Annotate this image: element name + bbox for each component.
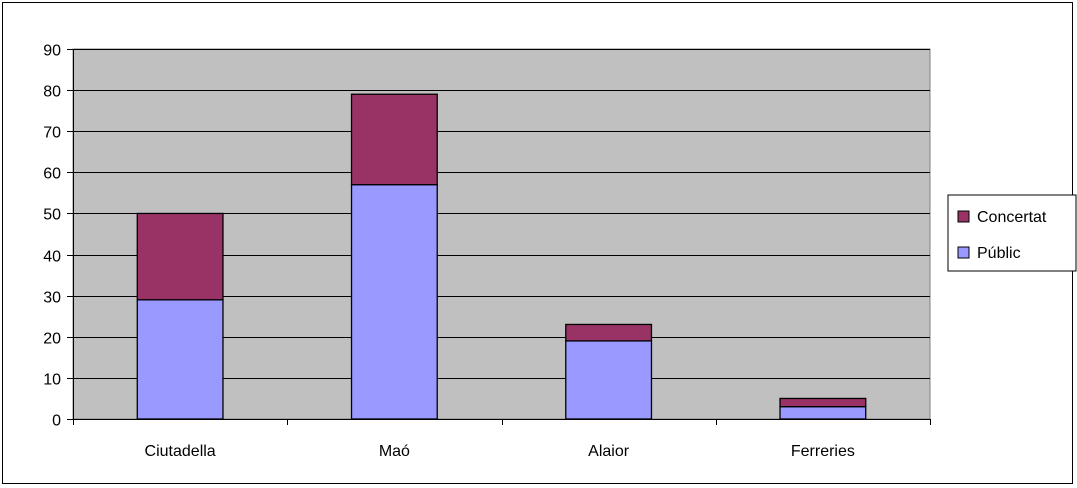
y-tick-label: 60 — [43, 166, 61, 183]
bar-concertat-ciutadella — [136, 212, 224, 301]
y-tick-label: 80 — [43, 84, 61, 101]
y-tick-label: 20 — [43, 331, 61, 348]
y-tick-label: 40 — [43, 249, 61, 266]
bar-concertat-ferreries — [779, 397, 867, 408]
legend: Concertat Públic — [947, 194, 1077, 272]
bar-pblic-ma — [350, 184, 438, 420]
x-tick-label: Alaior — [588, 443, 630, 460]
bars — [136, 93, 867, 420]
bar-pblic-alaior — [565, 340, 653, 420]
y-tick-label: 70 — [43, 125, 61, 142]
x-tick-label: Maó — [379, 443, 410, 460]
bar-concertat-alaior — [565, 323, 653, 342]
x-tick-label: Ferreries — [791, 443, 855, 460]
bar-pblic-ferreries — [779, 406, 867, 420]
legend-swatch — [957, 246, 970, 259]
y-tick-label: 10 — [43, 372, 61, 389]
legend-label: Públic — [977, 245, 1021, 262]
y-tick-label: 90 — [43, 43, 61, 60]
axes: 0 10 20 30 40 50 60 70 80 90 Ciutadella Maó Alaior Fe… — [43, 43, 931, 460]
legend-label: Concertat — [977, 209, 1047, 226]
y-tick-label: 30 — [43, 290, 61, 307]
y-tick-label: 50 — [43, 207, 61, 224]
legend-swatch — [957, 210, 970, 223]
bar-pblic-ciutadella — [136, 299, 224, 420]
x-tick-label: Ciutadella — [145, 443, 216, 460]
y-tick-label: 0 — [52, 413, 61, 430]
bar-concertat-ma — [350, 93, 438, 186]
